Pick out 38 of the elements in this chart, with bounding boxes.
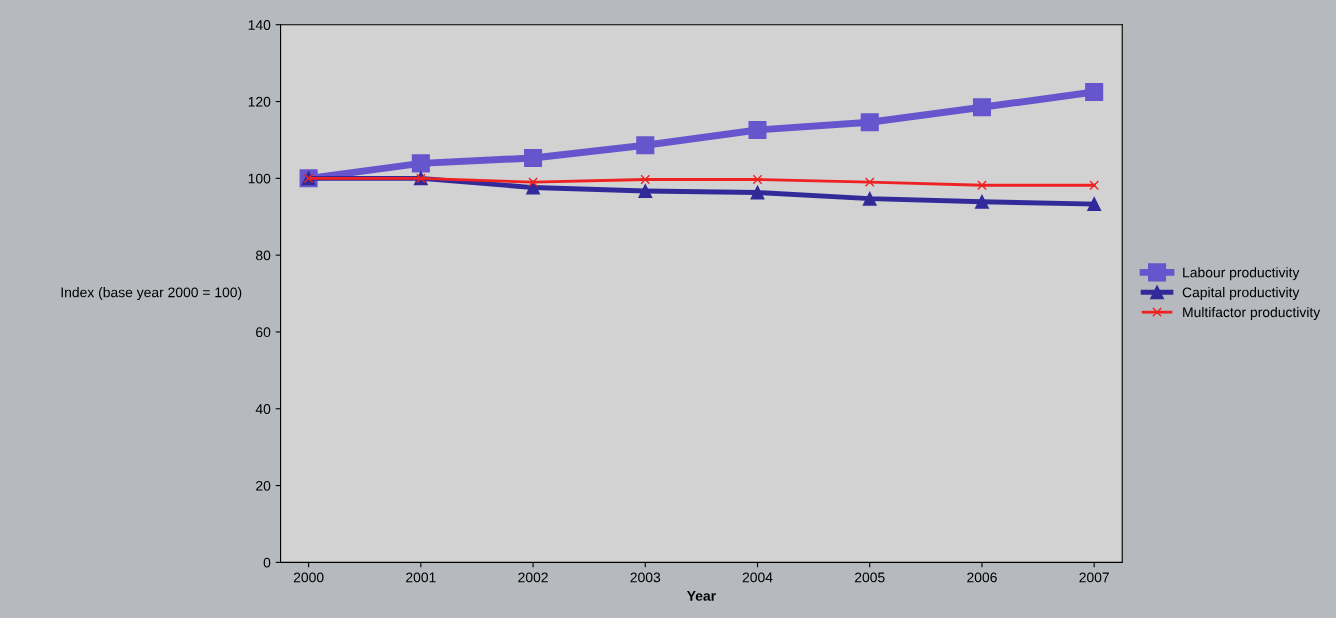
point <box>1089 180 1100 191</box>
point <box>1087 197 1102 212</box>
x-tick-label: 2003 <box>630 572 661 583</box>
x-axis-title: Year <box>686 591 716 601</box>
x-tick-label: 2002 <box>518 572 548 583</box>
y-tick-label: 80 <box>255 250 271 261</box>
point <box>752 174 763 185</box>
y-tick-label: 100 <box>248 173 271 184</box>
point <box>977 180 987 191</box>
point <box>636 136 655 155</box>
y-tick-label: 60 <box>256 327 271 338</box>
x-tick-label: 2005 <box>854 572 885 583</box>
point <box>972 98 991 117</box>
point <box>748 120 767 139</box>
x-tick-label: 2000 <box>293 572 324 583</box>
legend-label: Capital productivity <box>1182 287 1300 301</box>
y-axis-title: Index (base year 2000 = 100) <box>61 287 242 301</box>
y-tick-label: 0 <box>263 557 271 568</box>
x-tick-label: 2004 <box>742 572 773 583</box>
x-tick-label: 2007 <box>1079 572 1109 583</box>
y-tick-label: 40 <box>255 404 271 414</box>
point <box>862 191 877 206</box>
x-tick-label: 2006 <box>967 572 997 583</box>
point <box>411 154 430 173</box>
legend-label: Labour productivity <box>1183 267 1300 281</box>
y-tick-label: 20 <box>256 480 271 491</box>
point <box>750 185 765 200</box>
x-tick-label: 2001 <box>406 572 436 583</box>
y-tick-label: 120 <box>248 96 271 107</box>
legend-label: Multifactor productivity <box>1183 306 1321 320</box>
point <box>860 113 879 132</box>
point <box>1085 82 1104 101</box>
point <box>864 177 875 188</box>
y-tick-label: 140 <box>248 20 271 30</box>
point <box>638 184 653 198</box>
point <box>640 174 651 185</box>
point <box>975 194 989 209</box>
point <box>524 148 543 168</box>
